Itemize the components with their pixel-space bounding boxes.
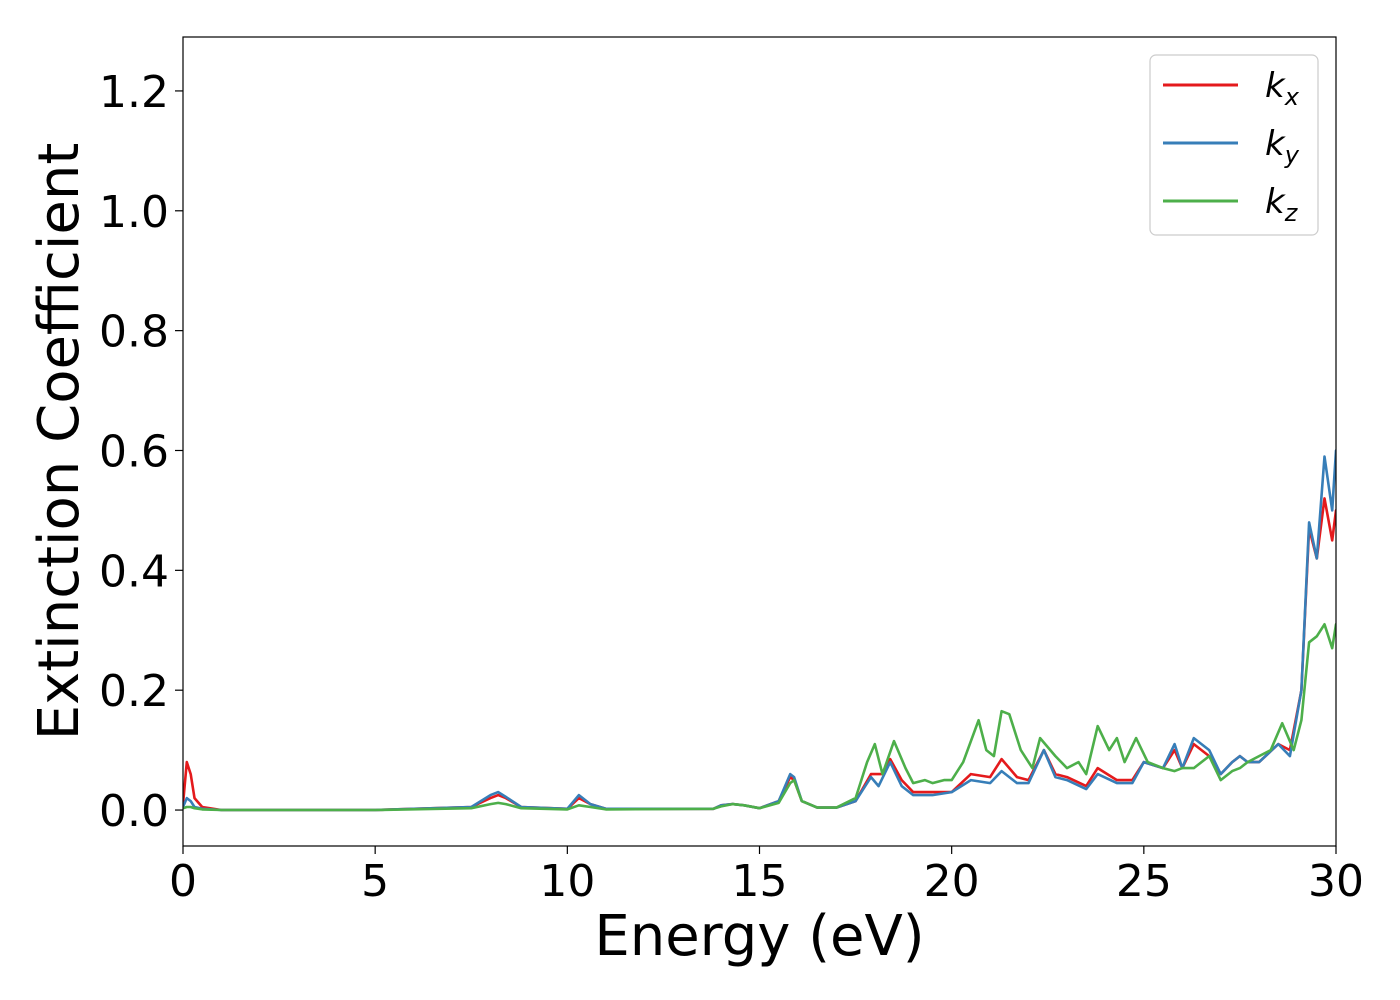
x-tick-label: 10 [539,856,595,907]
y-axis-title: Extinction Coefficient [27,143,92,741]
x-tick-label: 25 [1116,856,1172,907]
y-tick-label: 0.8 [99,307,169,358]
y-tick-label: 1.0 [99,187,169,238]
series-line-kz [183,622,1336,812]
plot-area [182,36,1337,847]
x-tick-label: 20 [924,856,980,907]
y-tick-label: 0.0 [99,786,169,837]
x-tick-label: 0 [169,856,197,907]
x-tick-label: 5 [361,856,389,907]
y-tick-label: 0.4 [99,546,169,597]
x-tick-label: 30 [1308,856,1364,907]
series-layer [183,449,1336,812]
x-tick-label: 15 [732,856,788,907]
x-axis: 0 5 10 15 20 25 30 [169,846,1364,907]
y-tick-label: 1.2 [99,67,169,118]
y-tick-label: 0.2 [99,666,169,717]
y-tick-label: 0.6 [99,426,169,477]
y-axis: 0.0 0.2 0.4 0.6 0.8 1.0 1.2 [99,67,183,837]
x-axis-title: Energy (eV) [594,904,924,969]
series-line-ky [183,449,1336,812]
legend-box [1149,54,1319,236]
